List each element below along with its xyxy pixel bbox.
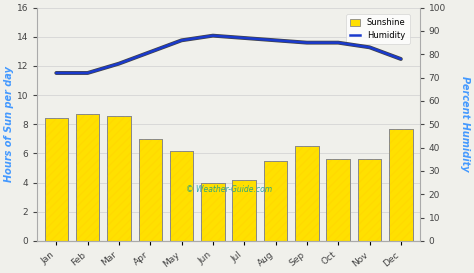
Bar — [264, 161, 287, 241]
Bar — [76, 114, 100, 241]
Bar — [170, 150, 193, 241]
Bar — [76, 114, 100, 241]
Bar — [107, 115, 131, 241]
Bar — [389, 129, 413, 241]
Bar — [327, 159, 350, 241]
Legend: Sunshine, Humidity: Sunshine, Humidity — [346, 14, 410, 44]
Bar — [107, 115, 131, 241]
Bar — [358, 159, 381, 241]
Text: © Weather-Guide.com: © Weather-Guide.com — [185, 185, 272, 194]
Bar — [138, 139, 162, 241]
Bar — [389, 129, 413, 241]
Bar — [170, 150, 193, 241]
Bar — [264, 161, 287, 241]
Bar — [45, 118, 68, 241]
Bar — [45, 118, 68, 241]
Y-axis label: Percent Humidity: Percent Humidity — [460, 76, 470, 172]
Bar — [232, 180, 256, 241]
Bar — [76, 114, 100, 241]
Bar — [201, 183, 225, 241]
Bar — [232, 180, 256, 241]
Bar — [170, 150, 193, 241]
Bar — [201, 183, 225, 241]
Y-axis label: Hours of Sun per day: Hours of Sun per day — [4, 66, 14, 182]
Bar — [295, 146, 319, 241]
Bar — [264, 161, 287, 241]
Bar — [389, 129, 413, 241]
Bar — [45, 118, 68, 241]
Bar — [327, 159, 350, 241]
Bar — [138, 139, 162, 241]
Bar — [138, 139, 162, 241]
Bar — [358, 159, 381, 241]
Bar — [107, 115, 131, 241]
Bar — [327, 159, 350, 241]
Bar — [358, 159, 381, 241]
Bar — [232, 180, 256, 241]
Bar — [295, 146, 319, 241]
Bar — [295, 146, 319, 241]
Bar — [201, 183, 225, 241]
